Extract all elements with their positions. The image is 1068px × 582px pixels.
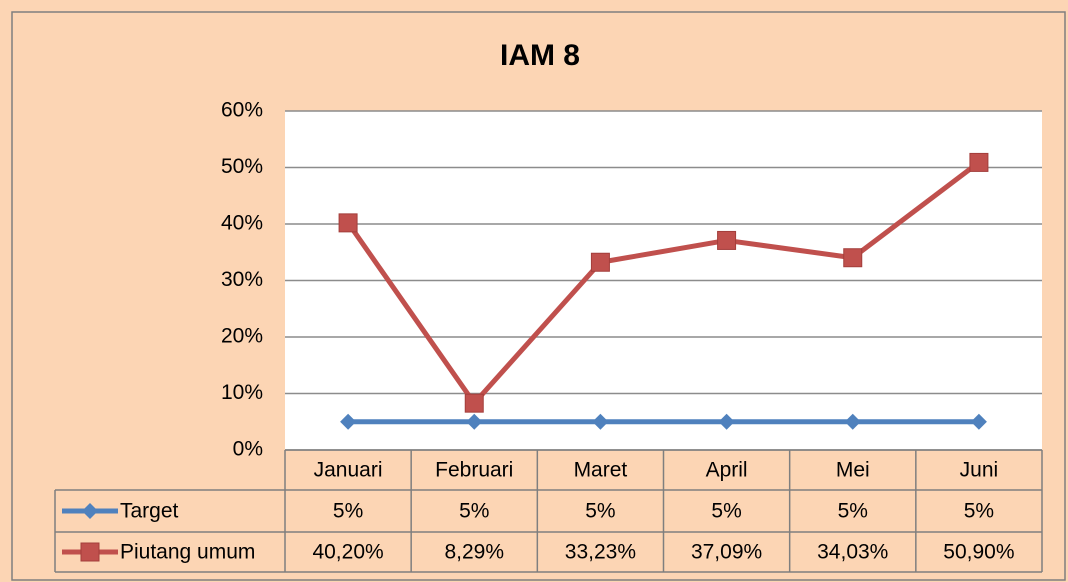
legend-label: Piutang umum xyxy=(120,541,255,564)
marker xyxy=(340,413,357,430)
marker xyxy=(82,503,98,519)
y-tick-label: 30% xyxy=(221,268,263,291)
data-label: 34,03% xyxy=(817,541,888,564)
data-label: 37,09% xyxy=(691,541,762,564)
x-tick-label: Januari xyxy=(314,459,383,482)
series-line xyxy=(346,160,981,406)
marker xyxy=(970,413,987,430)
x-tick-label: Mei xyxy=(836,459,870,482)
marker xyxy=(466,413,483,430)
x-tick-label: April xyxy=(706,459,748,482)
chart-frame xyxy=(11,11,1066,581)
legend-label: Target xyxy=(120,500,179,523)
y-tick-label: 40% xyxy=(221,212,263,235)
y-tick-label: 10% xyxy=(221,381,263,404)
data-label: 40,20% xyxy=(312,541,383,564)
data-label: 8,29% xyxy=(444,541,504,564)
marker xyxy=(844,413,861,430)
data-label: 5% xyxy=(459,500,489,523)
marker xyxy=(338,213,358,233)
data-label: 50,90% xyxy=(943,541,1014,564)
data-label: 5% xyxy=(964,500,994,523)
data-label: 5% xyxy=(711,500,741,523)
marker xyxy=(464,393,484,413)
marker xyxy=(717,230,737,250)
data-label: 33,23% xyxy=(565,541,636,564)
data-label: 5% xyxy=(838,500,868,523)
y-tick-label: 0% xyxy=(233,438,263,461)
data-label: 5% xyxy=(333,500,363,523)
y-tick-label: 20% xyxy=(221,325,263,348)
y-tick-label: 50% xyxy=(221,155,263,178)
y-tick-label: 60% xyxy=(221,99,263,122)
marker xyxy=(80,542,100,562)
x-tick-label: Maret xyxy=(574,459,628,482)
marker xyxy=(969,152,989,172)
x-tick-label: Februari xyxy=(435,459,513,482)
chart-title: IAM 8 xyxy=(500,39,580,72)
marker xyxy=(843,248,863,268)
marker xyxy=(592,413,609,430)
marker xyxy=(590,252,610,272)
x-tick-label: Juni xyxy=(960,459,999,482)
data-label: 5% xyxy=(585,500,615,523)
marker xyxy=(718,413,735,430)
